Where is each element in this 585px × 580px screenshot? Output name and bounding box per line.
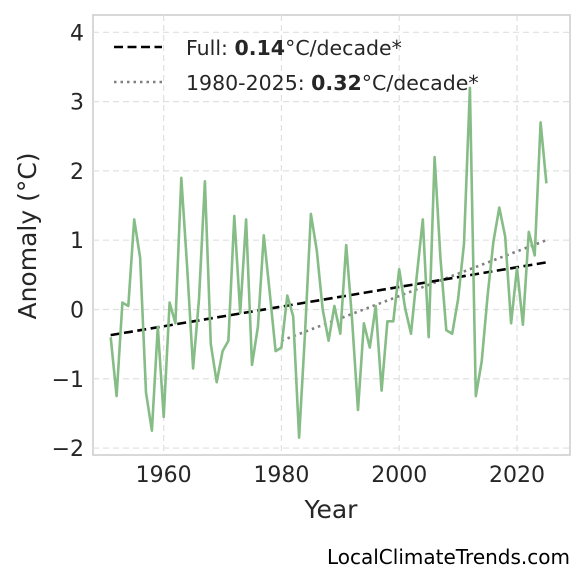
x-axis-label: Year (304, 495, 359, 524)
y-tick-label: 2 (70, 160, 84, 185)
y-tick-label: 1 (70, 229, 84, 254)
x-tick-label: 1980 (253, 463, 309, 488)
y-axis-label: Anomaly (°C) (13, 152, 42, 319)
x-axis-ticks: 1960 1980 2000 2020 (136, 463, 545, 488)
y-tick-label: −1 (52, 368, 84, 393)
plot-area (92, 14, 571, 456)
x-tick-label: 1960 (136, 463, 192, 488)
legend-full-label: Full: 0.14°C/decade* (186, 36, 402, 60)
y-tick-label: 0 (70, 298, 84, 323)
x-tick-label: 2000 (371, 463, 427, 488)
y-tick-label: 4 (70, 21, 84, 46)
y-tick-label: −2 (52, 437, 84, 462)
legend-full-value: 0.14 (234, 36, 285, 60)
legend-recent-value: 0.32 (311, 71, 362, 95)
footer-credit: LocalClimateTrends.com (326, 545, 570, 569)
x-tick-label: 2020 (489, 463, 545, 488)
legend: Full: 0.14°C/decade* 1980-2025: 0.32°C/d… (114, 36, 479, 95)
y-tick-label: 3 (70, 91, 84, 116)
series-line (109, 86, 548, 440)
data-series (109, 86, 548, 440)
legend-full-prefix: Full: (186, 36, 234, 60)
y-axis-ticks: −2 −1 0 1 2 3 4 (52, 21, 84, 462)
legend-recent-label: 1980-2025: 0.32°C/decade* (186, 71, 479, 95)
legend-full-suffix: °C/decade* (285, 36, 402, 60)
grid (93, 15, 570, 455)
legend-recent-prefix: 1980-2025: (186, 71, 311, 95)
legend-recent-suffix: °C/decade* (362, 71, 479, 95)
